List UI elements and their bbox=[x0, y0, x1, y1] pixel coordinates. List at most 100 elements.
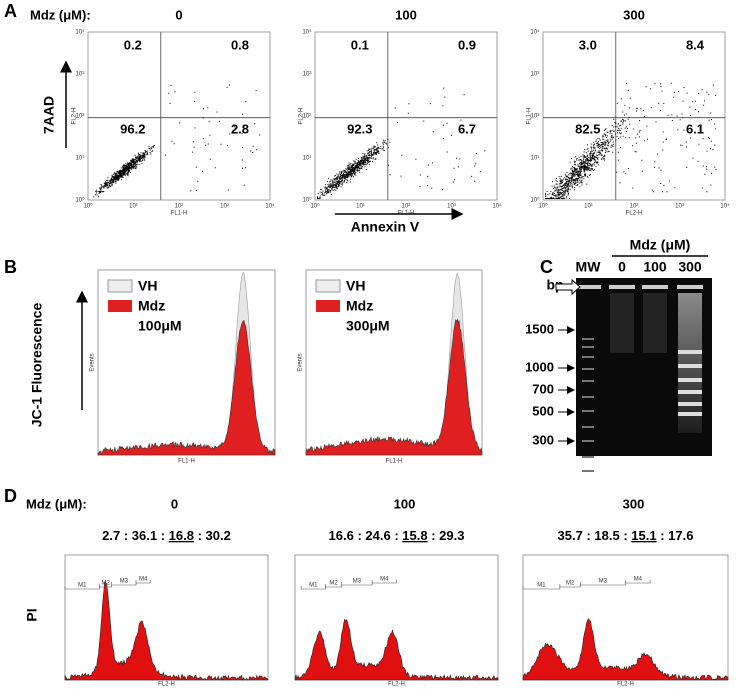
scatter-events bbox=[545, 82, 717, 199]
x-tick-label: 10⁰ bbox=[83, 203, 93, 210]
gate-bar bbox=[580, 582, 626, 586]
well-band bbox=[575, 285, 601, 289]
dose: 300 bbox=[623, 7, 645, 22]
y-tick-label: 10³ bbox=[303, 72, 312, 78]
separator: : bbox=[354, 528, 366, 543]
dose: 100 bbox=[395, 7, 417, 22]
panel-label: D bbox=[4, 486, 17, 506]
separator: : bbox=[583, 528, 595, 543]
histogram bbox=[64, 581, 269, 681]
x-axis-label: FL2-H bbox=[158, 682, 175, 688]
well-band bbox=[677, 285, 703, 289]
gate-label: M2 bbox=[566, 581, 575, 587]
x-axis-label: FL2-H bbox=[388, 682, 405, 688]
quadrant-value: 2.8 bbox=[231, 121, 249, 136]
x-axis-label: FL1-H bbox=[178, 459, 195, 465]
well-band bbox=[609, 285, 635, 289]
ratio-line: 2.7 : 36.1 : 16.8 : 30.2 bbox=[102, 528, 231, 543]
x-axis-label: FL1-H bbox=[171, 211, 188, 217]
gate-label: M4 bbox=[634, 577, 643, 583]
y-axis-label: Events bbox=[298, 353, 304, 371]
y-tick-label: 10¹ bbox=[303, 156, 312, 162]
scatter-events bbox=[317, 87, 486, 199]
lane-label: 300 bbox=[678, 259, 702, 275]
ladder-band bbox=[582, 396, 594, 398]
ladder-band bbox=[678, 350, 702, 354]
x-tick-label: 10¹ bbox=[584, 204, 593, 210]
x-tick-label: 10² bbox=[630, 204, 639, 210]
ratio-value: 18.5 bbox=[594, 528, 619, 543]
legend-label: Mdz bbox=[138, 298, 165, 314]
marker-label: 300 bbox=[532, 432, 554, 447]
y-axis-label: Events bbox=[90, 353, 96, 371]
y-tick-label: 10⁰ bbox=[302, 197, 312, 204]
separator: : bbox=[620, 528, 632, 543]
ladder-band bbox=[678, 412, 702, 416]
lane-label: 0 bbox=[618, 259, 626, 275]
separator: : bbox=[428, 528, 440, 543]
x-axis-label: FL1-H bbox=[386, 459, 403, 465]
smear bbox=[643, 293, 667, 353]
panel-label: A bbox=[4, 1, 17, 21]
ladder-band bbox=[582, 440, 594, 442]
dose: 300 bbox=[623, 496, 645, 511]
gate-bar bbox=[111, 582, 137, 586]
marker-label: 1000 bbox=[525, 359, 554, 374]
y-tick-label: 10² bbox=[531, 114, 540, 120]
gate-bar bbox=[99, 584, 112, 588]
legend-label: VH bbox=[346, 278, 365, 294]
smear bbox=[610, 293, 634, 353]
x-tick-label: 10³ bbox=[447, 204, 456, 210]
quadrant-value: 6.1 bbox=[686, 121, 704, 136]
y-tick-label: 10¹ bbox=[76, 156, 85, 162]
dose-label: Mdz (μM): bbox=[30, 7, 91, 22]
gel-title: Mdz (μM) bbox=[630, 237, 691, 253]
ratio-value: 15.1 bbox=[631, 528, 656, 543]
separator: : bbox=[157, 528, 169, 543]
dose: 0 bbox=[171, 496, 178, 511]
ratio-value: 16.8 bbox=[169, 528, 194, 543]
x-axis-label: FL2-H bbox=[626, 211, 643, 217]
lane-label: 100 bbox=[643, 259, 667, 275]
quadrant-value: 3.0 bbox=[579, 37, 597, 52]
ladder-band bbox=[582, 410, 594, 412]
separator: : bbox=[194, 528, 206, 543]
plot-frame bbox=[314, 31, 498, 201]
legend-swatch bbox=[107, 279, 133, 293]
y-tick-label: 10⁰ bbox=[530, 197, 540, 204]
ladder-band bbox=[582, 356, 594, 358]
y-tick-label: 10² bbox=[303, 114, 312, 120]
quadrant-value: 96.2 bbox=[120, 121, 145, 136]
x-axis-label: FL2-H bbox=[617, 682, 634, 688]
plot-frame bbox=[87, 31, 271, 201]
gate-label: M1 bbox=[78, 583, 87, 589]
ratio-value: 2.7 bbox=[102, 528, 120, 543]
ladder-band bbox=[582, 346, 594, 348]
ladder-band bbox=[678, 390, 702, 394]
plot-frame bbox=[542, 31, 726, 201]
histogram bbox=[294, 618, 499, 682]
y-axis-label: FL2-H bbox=[72, 108, 78, 125]
x-axis-title: Annexin V bbox=[351, 219, 420, 235]
legend-swatch bbox=[315, 279, 341, 293]
gate-label: M4 bbox=[380, 577, 389, 583]
gate-bar bbox=[559, 584, 581, 588]
ratio-value: 17.6 bbox=[668, 528, 693, 543]
ratio-value: 30.2 bbox=[206, 528, 231, 543]
gate-label: M1 bbox=[537, 583, 546, 589]
legend-dose: 300μM bbox=[346, 318, 390, 334]
dose: 0 bbox=[175, 7, 182, 22]
ratio-value: 36.1 bbox=[132, 528, 157, 543]
quadrant-value: 82.5 bbox=[575, 121, 600, 136]
marker-label: 1500 bbox=[525, 321, 554, 336]
ratio-value: 15.8 bbox=[402, 528, 427, 543]
x-tick-label: 10³ bbox=[220, 204, 229, 210]
ladder-band bbox=[678, 378, 702, 382]
gate-bar bbox=[341, 582, 373, 586]
ladder-band bbox=[582, 380, 594, 382]
x-tick-label: 10⁴ bbox=[265, 203, 275, 210]
ladder-band bbox=[678, 364, 702, 368]
y-axis-title: 7AAD bbox=[41, 96, 57, 134]
gate-bar bbox=[135, 580, 151, 584]
